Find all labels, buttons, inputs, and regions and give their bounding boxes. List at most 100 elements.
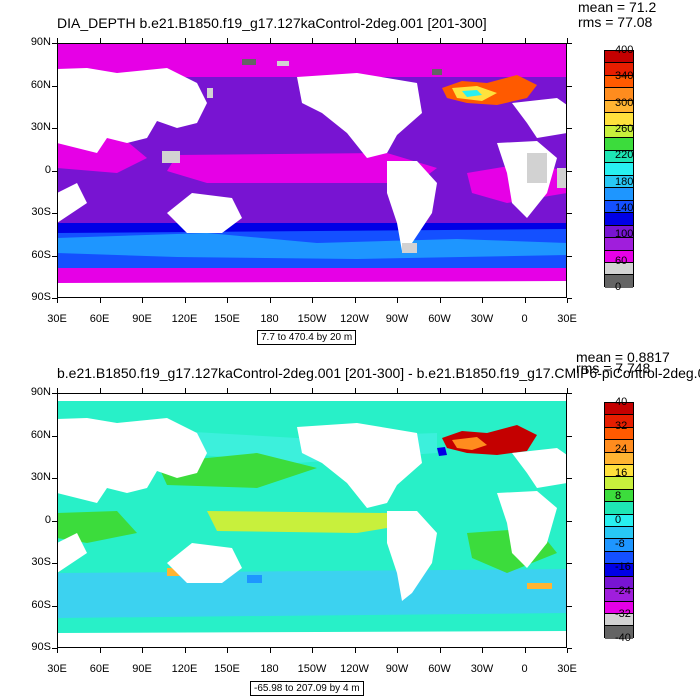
bottom-ytick-label: 30S xyxy=(31,556,51,568)
top-colorbar-swatch xyxy=(605,163,633,176)
top-colorbar-swatch xyxy=(605,100,633,114)
top-ytick-label: 30S xyxy=(31,206,51,218)
bottom-ytick-mark xyxy=(52,520,57,522)
bottom-xtick-mark xyxy=(227,388,228,393)
bottom-colorbar-swatch xyxy=(605,477,633,490)
top-colorbar-label: 260 xyxy=(615,123,634,135)
bottom-map-svg xyxy=(57,393,567,648)
bottom-ytick-mark xyxy=(567,648,572,649)
top-map xyxy=(57,43,567,298)
bottom-colorbar-label: 32 xyxy=(615,419,628,432)
top-xtick-label: 60E xyxy=(89,313,110,325)
top-colorbar-swatch xyxy=(605,125,633,139)
top-ytick-label: 0 xyxy=(44,163,51,176)
bottom-colorbar-swatch xyxy=(605,527,633,540)
top-xtick-mark xyxy=(57,298,58,303)
bottom-ytick-mark xyxy=(567,605,572,607)
top-colorbar-label: 100 xyxy=(615,228,634,241)
bottom-colorbar-label: -16 xyxy=(615,561,631,574)
top-xtick-label: 120E xyxy=(171,313,198,325)
top-colorbar-swatch xyxy=(605,238,633,251)
top-xtick-mark xyxy=(99,38,101,43)
top-xtick-mark xyxy=(99,298,101,303)
bottom-xtick-mark xyxy=(524,648,526,653)
bottom-ytick-label: 0 xyxy=(44,513,51,526)
bottom-xtick-label: 120E xyxy=(171,663,198,675)
top-colorbar-label: 340 xyxy=(615,70,634,83)
bottom-colorbar-swatch xyxy=(605,564,633,577)
bottom-xtick-mark xyxy=(312,648,313,653)
top-colorbar-swatch xyxy=(605,275,633,288)
bottom-xtick-mark xyxy=(567,388,568,393)
top-colorbar-swatch xyxy=(605,51,633,64)
top-xtick-mark xyxy=(354,38,356,43)
bottom-xtick-label: 30W xyxy=(470,663,494,675)
top-colorbar-label: 220 xyxy=(615,149,634,162)
top-xtick-mark xyxy=(269,298,271,303)
bottom-ytick-mark xyxy=(567,563,572,564)
top-ytick-mark xyxy=(567,43,572,44)
top-xtick-mark xyxy=(567,298,568,303)
top-ytick-mark xyxy=(567,170,572,172)
bottom-colorbar-swatch xyxy=(605,427,633,441)
top-xtick-mark xyxy=(482,38,483,43)
bottom-xtick-label: 60E xyxy=(89,663,110,675)
bottom-natl-orange xyxy=(452,437,487,450)
top-ytick-mark xyxy=(567,255,572,257)
bottom-xtick-mark xyxy=(269,388,271,393)
bottom-xtick-mark xyxy=(439,648,441,653)
bottom-xtick-mark xyxy=(184,388,186,393)
bottom-rms: rms = 7.748 xyxy=(576,360,651,376)
top-xtick-mark xyxy=(354,298,356,303)
bottom-xtick-label: 150E xyxy=(214,663,240,675)
bottom-colorbar-swatch xyxy=(605,465,633,478)
top-colorbar-swatch xyxy=(605,262,633,276)
bottom-xtick-label: 60W xyxy=(428,663,451,675)
bottom-xtick-mark xyxy=(269,648,271,653)
bottom-colorbar-label: -8 xyxy=(615,537,625,550)
bottom-ytick-mark xyxy=(567,520,572,522)
top-colorbar-label: 300 xyxy=(615,96,634,109)
bottom-natl-blue xyxy=(437,447,447,456)
top-ytick-mark xyxy=(52,128,57,129)
bottom-ytick-mark xyxy=(52,393,57,394)
top-title: DIA_DEPTH b.e21.B1850.f19_g17.127kaContr… xyxy=(57,15,487,31)
top-xtick-mark xyxy=(227,38,228,43)
bottom-xtick-mark xyxy=(142,648,143,653)
top-range-box: 7.7 to 470.4 by 20 m xyxy=(257,330,357,345)
bottom-xtick-label: 30E xyxy=(557,663,577,675)
bottom-xtick-mark xyxy=(439,388,441,393)
bottom-ytick-label: 60N xyxy=(30,428,51,441)
bottom-colorbar-label: -32 xyxy=(615,608,631,621)
top-panel: DIA_DEPTH b.e21.B1850.f19_g17.127kaContr… xyxy=(31,0,656,345)
bottom-xtick-label: 0 xyxy=(521,663,528,675)
top-colorbar-swatch xyxy=(605,63,633,76)
top-colorbar-swatch xyxy=(605,188,633,201)
top-colorbar-label: 140 xyxy=(615,202,634,214)
bottom-xtick-mark xyxy=(142,388,143,393)
top-colorbar-swatch xyxy=(605,113,633,126)
bottom-colorbar-swatch xyxy=(605,514,633,528)
bottom-xtick-label: 90E xyxy=(132,663,152,675)
bottom-ytick-mark xyxy=(567,393,572,394)
bottom-colorbar xyxy=(604,402,634,639)
top-xtick-mark xyxy=(524,38,526,43)
bottom-xtick-mark xyxy=(354,648,356,653)
bottom-panel: mean = 0.8817 rms = 7.748 b.e21.B1850.f1… xyxy=(0,350,700,700)
bottom-xtick-mark xyxy=(482,388,483,393)
top-xtick-label: 30E xyxy=(557,313,577,325)
top-missing xyxy=(162,61,567,253)
bottom-colorbar-swatch xyxy=(605,502,633,515)
bottom-colorbar-label: 24 xyxy=(615,443,628,456)
bottom-xtick-mark xyxy=(57,388,58,393)
top-xtick-label: 90W xyxy=(385,313,409,325)
bottom-xtick-mark xyxy=(567,648,568,653)
bottom-south-cool xyxy=(247,575,262,583)
bottom-map xyxy=(57,393,567,648)
bottom-colorbar-swatch xyxy=(605,440,633,453)
bottom-xtick-label: 90W xyxy=(385,663,409,675)
bottom-colorbar-swatch xyxy=(605,403,633,416)
top-natl-cyan xyxy=(462,90,482,97)
top-xtick-mark xyxy=(524,298,526,303)
top-ytick-mark xyxy=(52,213,57,214)
